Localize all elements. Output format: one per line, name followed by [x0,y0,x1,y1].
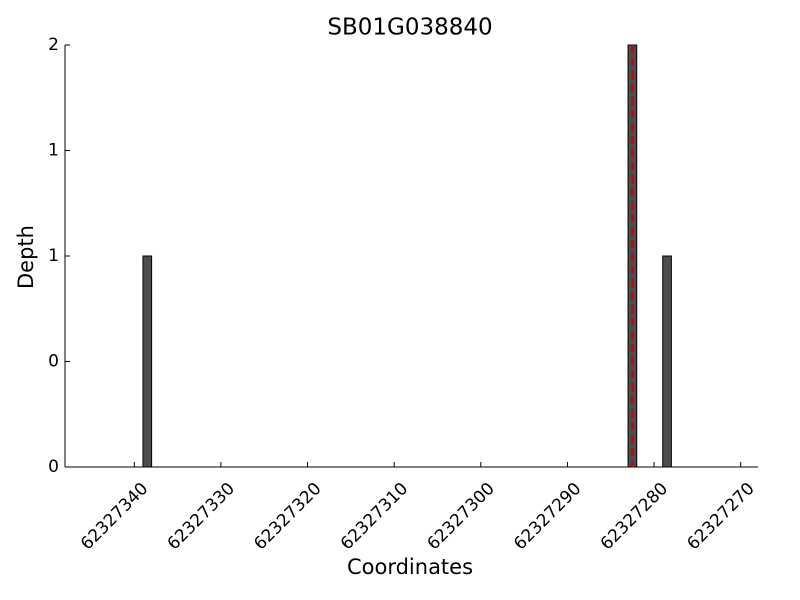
bar [142,255,153,468]
y-tick-label: 2 [48,35,59,55]
y-axis-label: Depth [14,225,38,289]
x-tick-label: 62327310 [337,479,412,554]
y-tick-label: 0 [48,457,59,477]
y-tick-label: 0 [48,352,59,372]
x-tick-label: 62327300 [423,479,498,554]
y-tick-label: 1 [48,246,59,266]
x-tick-label: 62327290 [510,479,585,554]
x-tick-label: 62327330 [164,479,239,554]
bar [662,255,672,468]
chart-title: SB01G038840 [327,15,492,41]
x-tick-label: 62327270 [683,479,758,554]
x-tick-label: 62327320 [250,479,325,554]
x-tick-label: 62327340 [77,479,152,554]
x-axis-label: Coordinates [347,555,473,579]
y-tick-label: 1 [48,141,59,161]
x-tick-label: 62327280 [597,479,672,554]
